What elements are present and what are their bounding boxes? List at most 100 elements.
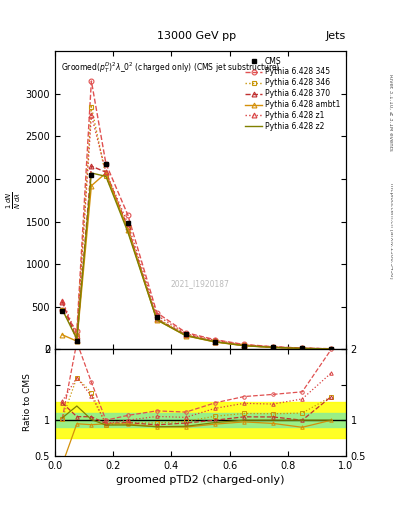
Pythia 6.428 z2	[154, 317, 159, 323]
Pythia 6.428 346	[125, 224, 130, 230]
Pythia 6.428 z2	[104, 173, 108, 179]
Pythia 6.428 370	[125, 224, 130, 230]
Text: mcplots.cern.ch [arXiv:1306.3436]: mcplots.cern.ch [arXiv:1306.3436]	[389, 183, 393, 278]
Text: 13000 GeV pp: 13000 GeV pp	[157, 31, 236, 41]
Pythia 6.428 ambt1	[300, 346, 305, 352]
Pythia 6.428 345	[154, 310, 159, 316]
Pythia 6.428 z1	[60, 297, 64, 304]
Pythia 6.428 z1	[329, 346, 334, 352]
CMS	[125, 220, 130, 226]
Pythia 6.428 z2	[75, 336, 79, 342]
Pythia 6.428 z1	[75, 332, 79, 338]
Pythia 6.428 z1	[125, 220, 130, 226]
Y-axis label: $\frac{1}{N}\frac{dN}{d\lambda}$: $\frac{1}{N}\frac{dN}{d\lambda}$	[4, 191, 23, 209]
Pythia 6.428 345	[184, 330, 188, 336]
Line: CMS: CMS	[60, 161, 334, 351]
Pythia 6.428 z2	[242, 343, 246, 349]
Pythia 6.428 346	[60, 307, 64, 313]
Pythia 6.428 370	[271, 344, 275, 350]
Pythia 6.428 346	[184, 331, 188, 337]
Pythia 6.428 ambt1	[184, 333, 188, 339]
Pythia 6.428 370	[104, 169, 108, 175]
Line: Pythia 6.428 z2: Pythia 6.428 z2	[62, 173, 331, 349]
Line: Pythia 6.428 345: Pythia 6.428 345	[60, 78, 334, 351]
Pythia 6.428 346	[329, 346, 334, 352]
Pythia 6.428 ambt1	[104, 170, 108, 176]
Pythia 6.428 346	[154, 315, 159, 321]
Pythia 6.428 370	[60, 298, 64, 305]
Pythia 6.428 345	[242, 342, 246, 348]
Pythia 6.428 z2	[125, 229, 130, 235]
Pythia 6.428 370	[242, 343, 246, 349]
Pythia 6.428 ambt1	[242, 343, 246, 349]
Y-axis label: Ratio to CMS: Ratio to CMS	[23, 374, 32, 432]
Text: Rivet 3.1.10, ≥ 3.1M events: Rivet 3.1.10, ≥ 3.1M events	[389, 74, 393, 151]
CMS	[242, 343, 246, 349]
Pythia 6.428 z1	[104, 169, 108, 175]
Line: Pythia 6.428 370: Pythia 6.428 370	[60, 164, 334, 351]
Pythia 6.428 346	[75, 332, 79, 338]
Pythia 6.428 345	[125, 211, 130, 218]
Pythia 6.428 345	[271, 344, 275, 350]
CMS	[60, 308, 64, 314]
Pythia 6.428 346	[89, 103, 94, 110]
Pythia 6.428 346	[242, 342, 246, 348]
Pythia 6.428 z2	[213, 339, 217, 345]
Pythia 6.428 345	[300, 345, 305, 351]
Pythia 6.428 z1	[184, 331, 188, 337]
Pythia 6.428 ambt1	[60, 332, 64, 338]
CMS	[89, 172, 94, 178]
CMS	[300, 345, 305, 351]
Pythia 6.428 ambt1	[125, 227, 130, 233]
Pythia 6.428 345	[75, 328, 79, 334]
Pythia 6.428 z1	[89, 112, 94, 118]
Line: Pythia 6.428 z1: Pythia 6.428 z1	[60, 113, 334, 351]
Pythia 6.428 ambt1	[329, 346, 334, 352]
Pythia 6.428 370	[154, 316, 159, 322]
Pythia 6.428 z2	[60, 307, 64, 313]
CMS	[329, 346, 334, 352]
Pythia 6.428 345	[104, 161, 108, 167]
Pythia 6.428 z1	[213, 337, 217, 344]
Pythia 6.428 z1	[271, 344, 275, 350]
Pythia 6.428 345	[89, 78, 94, 84]
Pythia 6.428 ambt1	[89, 183, 94, 189]
CMS	[75, 337, 79, 344]
Line: Pythia 6.428 ambt1: Pythia 6.428 ambt1	[60, 170, 334, 351]
CMS	[271, 344, 275, 350]
Pythia 6.428 370	[75, 337, 79, 344]
Pythia 6.428 ambt1	[75, 338, 79, 344]
Pythia 6.428 z1	[154, 312, 159, 318]
CMS	[184, 331, 188, 337]
Pythia 6.428 370	[184, 332, 188, 338]
Pythia 6.428 345	[329, 346, 334, 352]
Text: 2021_I1920187: 2021_I1920187	[171, 279, 230, 288]
Pythia 6.428 345	[60, 307, 64, 313]
Text: Jets: Jets	[325, 31, 346, 41]
Pythia 6.428 346	[104, 173, 108, 179]
Pythia 6.428 z1	[300, 345, 305, 351]
Pythia 6.428 ambt1	[213, 339, 217, 345]
Pythia 6.428 ambt1	[271, 345, 275, 351]
Pythia 6.428 345	[213, 336, 217, 343]
Pythia 6.428 370	[329, 346, 334, 352]
Pythia 6.428 ambt1	[154, 317, 159, 323]
Pythia 6.428 z2	[300, 345, 305, 351]
CMS	[104, 161, 108, 167]
CMS	[213, 338, 217, 345]
Line: Pythia 6.428 346: Pythia 6.428 346	[60, 104, 334, 351]
Pythia 6.428 z2	[89, 170, 94, 176]
Pythia 6.428 370	[213, 338, 217, 345]
Pythia 6.428 z2	[184, 332, 188, 338]
Pythia 6.428 346	[300, 345, 305, 351]
X-axis label: groomed pTD2 (charged-only): groomed pTD2 (charged-only)	[116, 475, 285, 485]
CMS	[154, 314, 159, 320]
Pythia 6.428 346	[271, 344, 275, 350]
Pythia 6.428 346	[213, 338, 217, 344]
Pythia 6.428 z2	[271, 344, 275, 350]
Pythia 6.428 370	[300, 345, 305, 351]
Pythia 6.428 z1	[242, 342, 246, 348]
Text: Groomed$(p_T^D)^2\lambda\_0^2$ (charged only) (CMS jet substructure): Groomed$(p_T^D)^2\lambda\_0^2$ (charged …	[61, 60, 280, 75]
Pythia 6.428 z2	[329, 346, 334, 352]
Pythia 6.428 370	[89, 163, 94, 169]
